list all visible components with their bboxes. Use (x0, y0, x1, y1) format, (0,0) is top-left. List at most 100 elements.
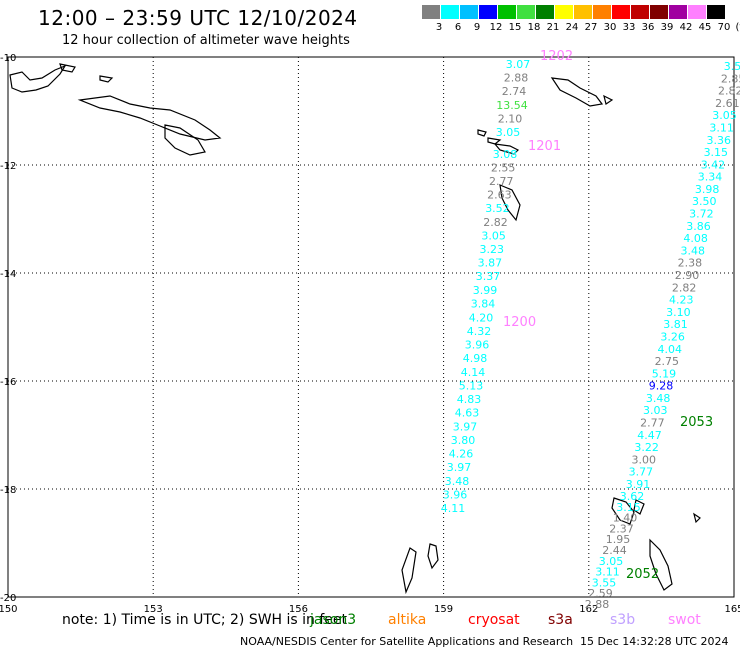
scale-swatch (441, 5, 459, 19)
satellite-legend-s3a: s3a (548, 612, 573, 628)
wave-height-label: 3.11 (709, 121, 734, 134)
wave-height-label: 3.23 (480, 243, 505, 256)
scale-label: 12 (489, 22, 503, 33)
scale-label: 15 (508, 22, 522, 33)
wave-height-label: 3.55 (592, 576, 617, 589)
wave-height-label: 3.54 (724, 60, 740, 73)
wave-height-label: 3.42 (701, 158, 726, 171)
wave-height-label: 5.13 (459, 379, 484, 392)
scale-swatch (422, 5, 440, 19)
wave-height-label: 2.63 (487, 189, 512, 202)
scale-swatch (669, 5, 687, 19)
scale-label: 70 (717, 22, 731, 33)
scale-swatch (593, 5, 611, 19)
wave-height-label: 2.55 (491, 162, 516, 175)
longitude-label: 156 (289, 604, 308, 615)
wave-height-label: 4.47 (637, 429, 662, 442)
units-note: note: 1) Time is in UTC; 2) SWH is in fe… (62, 612, 348, 628)
longitude-label: 159 (434, 604, 453, 615)
scale-swatch (517, 5, 535, 19)
wave-height-label: 3.81 (663, 318, 688, 331)
wave-height-label: 2.85 (721, 72, 740, 85)
pass-time-label: 1202 (540, 49, 573, 64)
wave-height-label: 4.98 (463, 352, 488, 365)
wave-height-label: 2.74 (502, 85, 527, 98)
wave-height-label: 3.11 (595, 566, 620, 579)
satellite-legend-swot: swot (668, 612, 701, 628)
lat-lon-grid: 150 153 156 159 162 165 -10 -12 -14 -16 -18 -20 (0, 53, 740, 615)
satellite-legend-jason3: jason3 (310, 612, 357, 628)
scale-label: 30 (603, 22, 617, 33)
wave-height-label: 2.90 (675, 269, 700, 282)
map-frame (7, 56, 735, 598)
wave-height-label: 9.28 (649, 380, 674, 393)
wave-height-label: 3.97 (453, 420, 478, 433)
wave-height-label: 3.37 (476, 270, 501, 283)
wave-height-label: 3.77 (629, 466, 654, 479)
scale-swatch (536, 5, 554, 19)
wave-height-label: 2.77 (489, 175, 514, 188)
scale-label: 18 (527, 22, 541, 33)
wave-height-label: 3.05 (599, 555, 624, 568)
satellite-legend-altika: altika (388, 612, 427, 628)
coastlines (9, 63, 701, 595)
scale-label: 3 (435, 22, 443, 33)
wave-height-label: 3.34 (698, 171, 723, 184)
wave-height-label: 3.05 (481, 229, 506, 242)
longitude-label: 150 (0, 604, 18, 615)
wave-height-label: 4.14 (461, 366, 486, 379)
wave-height-label: 3.03 (643, 404, 668, 417)
wave-height-label: 3.36 (706, 134, 731, 147)
scale-label: 33 (622, 22, 636, 33)
wave-height-label: 2.88 (585, 598, 610, 611)
wave-height-label: 4.83 (457, 393, 482, 406)
scale-swatch (688, 5, 706, 19)
pass-time-label: 1201 (528, 139, 561, 154)
satellite-legend-cryosat: cryosat (468, 612, 520, 628)
wave-height-label: 4.08 (683, 232, 708, 245)
wave-height-label: 3.97 (447, 461, 472, 474)
scale-swatch (631, 5, 649, 19)
wave-height-label: 3.91 (626, 478, 651, 491)
latitude-label: -14 (0, 269, 16, 280)
latitude-label: -10 (0, 53, 16, 64)
wave-height-label: 3.07 (506, 58, 531, 71)
wave-height-label: 4.11 (441, 502, 466, 515)
pass-time-label: 2053 (680, 415, 713, 430)
wave-height-label: 3.15 (704, 146, 729, 159)
wave-height-label: 3.08 (493, 148, 518, 161)
scale-swatch (612, 5, 630, 19)
wave-height-label: 3.99 (473, 284, 498, 297)
wave-height-label: 3.62 (620, 490, 645, 503)
latitude-label: -20 (0, 593, 16, 604)
satellite-legend-s3b: s3b (610, 612, 636, 628)
credit-line: NOAA/NESDIS Center for Satellite Applica… (240, 635, 574, 648)
wave-height-label: 2.77 (640, 417, 665, 430)
wave-height-label: 3.00 (632, 453, 657, 466)
wave-height-label: 2.37 (609, 522, 634, 535)
wave-height-label: 4.20 (469, 311, 494, 324)
wave-height-label: 2.82 (718, 85, 740, 98)
wave-height-label: 4.63 (455, 407, 480, 420)
scale-label: 42 (679, 22, 693, 33)
wave-height-label: 2.38 (678, 257, 703, 270)
wave-height-label: 3.84 (471, 298, 496, 311)
wave-height-label: 4.23 (669, 294, 694, 307)
wave-height-label: 3.72 (689, 208, 714, 221)
wave-height-label: 13.54 (496, 99, 528, 112)
scale-swatch (555, 5, 573, 19)
scale-swatch (650, 5, 668, 19)
pass-time-label: 1200 (503, 315, 536, 330)
longitude-label: 165 (724, 604, 740, 615)
scale-swatch (574, 5, 592, 19)
latitude-label: -18 (0, 485, 16, 496)
wave-height-label: 3.96 (443, 488, 468, 501)
latitude-label: -16 (0, 377, 16, 388)
wave-height-label: 3.86 (686, 220, 711, 233)
wave-height-label: 3.52 (485, 202, 510, 215)
wave-height-label: 2.44 (602, 544, 627, 557)
pass-time-label: 2052 (626, 567, 659, 582)
wave-height-label: 3.98 (695, 183, 720, 196)
map-subtitle: 12 hour collection of altimeter wave hei… (62, 33, 350, 48)
